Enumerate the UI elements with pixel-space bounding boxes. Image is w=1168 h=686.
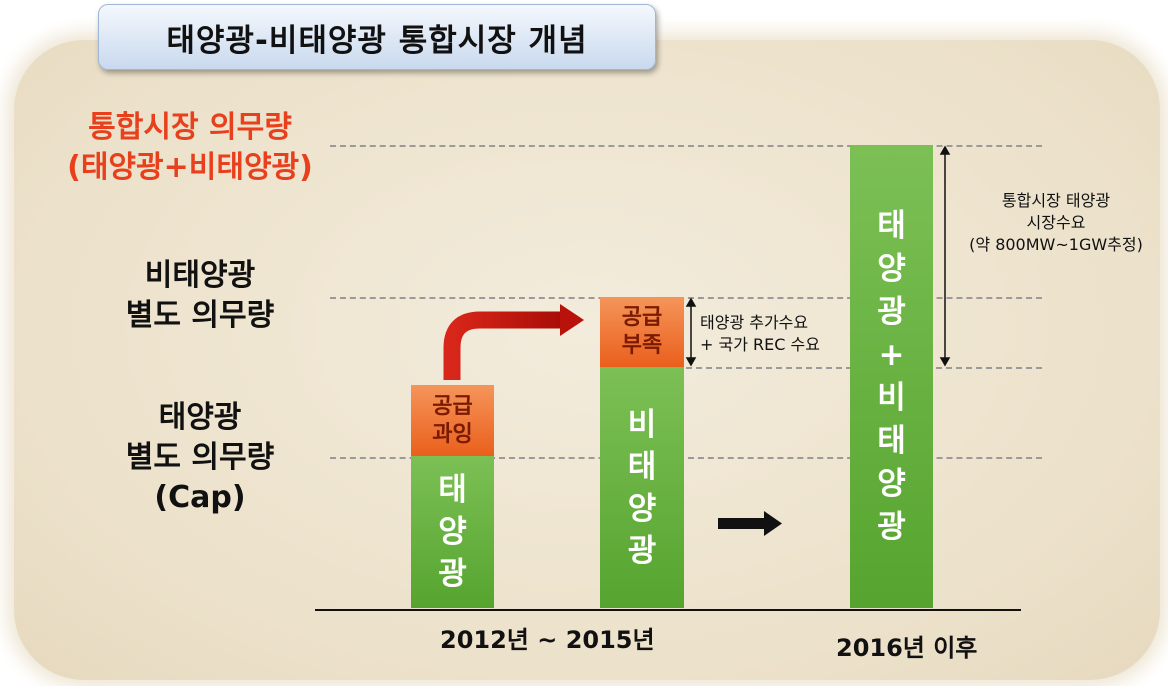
nonsolar-obligation-line2: 별도 의무량 [125, 298, 275, 333]
solar-char: 양 [438, 514, 467, 550]
integrated-char: 비 [877, 379, 906, 416]
integrated-obligation-line1: 통합시장 의무량 [88, 110, 292, 145]
integrated-char: 광 [877, 508, 906, 545]
solar-obligation-line3: (Cap) [154, 480, 246, 515]
integrated-char: + [878, 336, 905, 373]
nonsolar-char: 광 [627, 532, 657, 569]
nonsolar-bar: 비 태 양 광 [600, 367, 684, 608]
additional-demand-double-arrow-icon [685, 297, 697, 367]
integrated-level-line [330, 145, 1042, 147]
integrated-bar: 태 양 광 + 비 태 양 광 [850, 145, 933, 608]
integrated-obligation-line2: (태양광+비태양광) [67, 150, 313, 185]
shortage-bar: 공급 부족 [600, 297, 684, 367]
integrated-char: 태 [877, 207, 906, 244]
nonsolar-level-line [330, 297, 1042, 299]
surplus-bar: 공급 과잉 [411, 385, 494, 456]
solar-char: 태 [438, 472, 467, 508]
integrated-demand-note: 통합시장 태양광 시장수요 (약 800MW~1GW추정) [946, 190, 1166, 256]
integrated-char: 광 [877, 293, 906, 330]
additional-demand-line1: 태양광 추가수요 [700, 313, 809, 332]
integrated-char: 양 [877, 465, 906, 502]
period-2-label: 2016년 이후 [836, 634, 978, 662]
nonsolar-char: 양 [627, 490, 657, 527]
nonsolar-obligation-label: 비태양광 별도 의무량 [80, 256, 320, 336]
integrated-demand-line3: (약 800MW~1GW추정) [969, 235, 1143, 254]
transition-arrowhead-icon [560, 304, 584, 336]
integrated-demand-double-arrow-icon [939, 145, 951, 367]
integrated-obligation-label: 통합시장 의무량 (태양광+비태양광) [40, 108, 340, 188]
solar-bar: 태 양 광 [411, 456, 494, 608]
integrated-demand-line1: 통합시장 태양광 [1001, 191, 1111, 210]
additional-demand-line2: + 국가 REC 수요 [700, 335, 820, 354]
integrated-char: 태 [877, 422, 906, 459]
integrated-demand-line2: 시장수요 [1026, 213, 1086, 232]
shortage-line2: 부족 [621, 333, 663, 358]
solar-level-line [330, 457, 1042, 459]
title-text: 태양광-비태양광 통합시장 개념 [166, 22, 588, 59]
shortage-line1: 공급 [621, 305, 663, 330]
solar-obligation-line2: 별도 의무량 [125, 440, 275, 475]
transition-arrow-icon [443, 311, 562, 380]
nonsolar-obligation-line1: 비태양광 [144, 258, 256, 293]
solar-char: 광 [438, 556, 467, 592]
nonsolar-char: 태 [627, 448, 657, 485]
baseline [315, 609, 1021, 611]
additional-demand-note: 태양광 추가수요 + 국가 REC 수요 [700, 312, 820, 356]
surplus-line2: 과잉 [432, 421, 473, 447]
right-arrow-icon [718, 511, 782, 536]
period-1-label: 2012년 ~ 2015년 [440, 626, 655, 654]
solar-obligation-line1: 태양광 [158, 400, 242, 435]
integrated-char: 양 [877, 250, 906, 287]
surplus-line1: 공급 [432, 393, 473, 419]
nonsolar-char: 비 [627, 406, 657, 443]
solar-obligation-label: 태양광 별도 의무량 (Cap) [80, 398, 320, 518]
page-title: 태양광-비태양광 통합시장 개념 [98, 4, 656, 70]
